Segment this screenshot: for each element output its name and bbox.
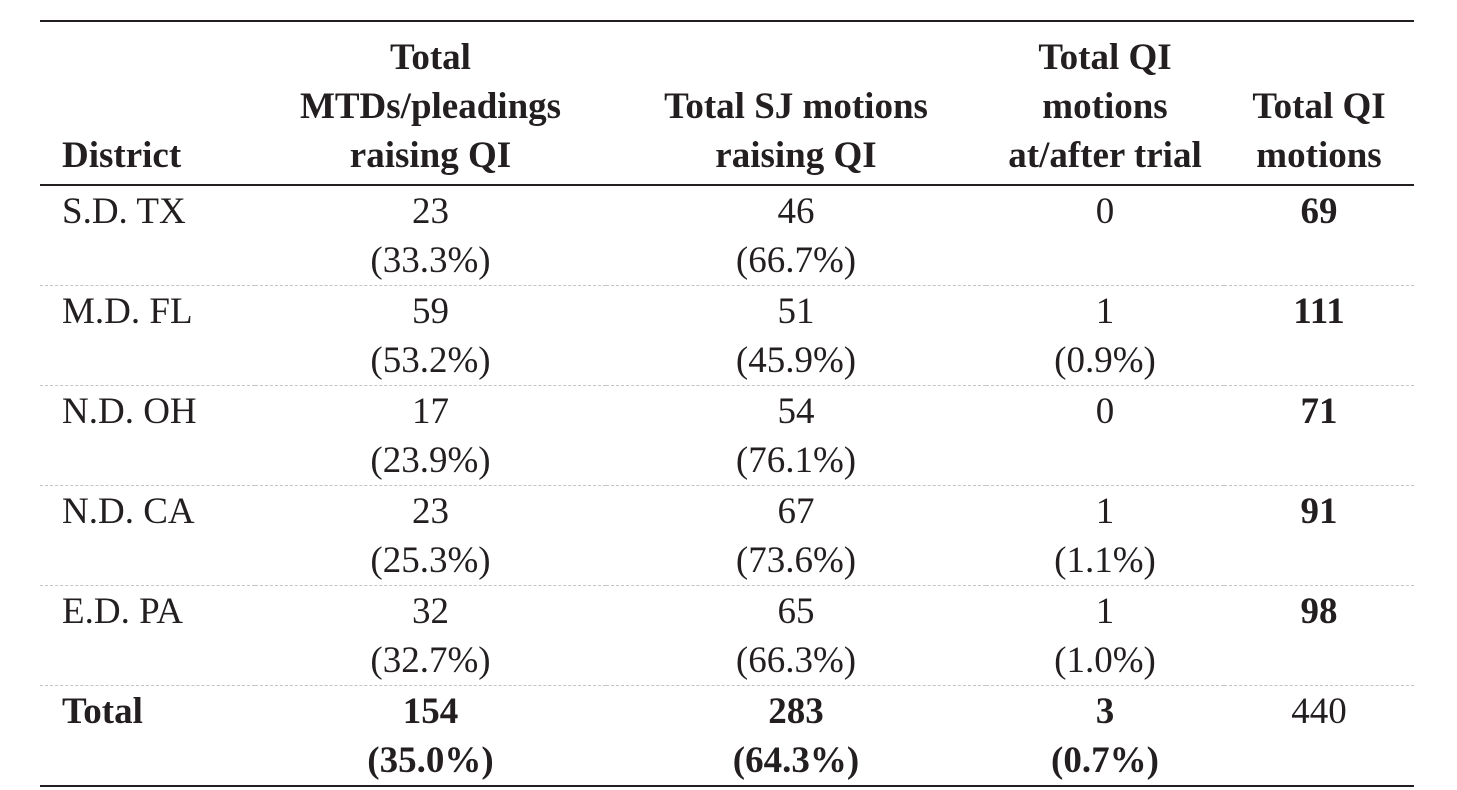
header-trial: Total QI motions at/after trial — [986, 21, 1224, 185]
header-row: District Total MTDs/pleadings raising QI… — [40, 21, 1414, 185]
header-mtd-line: Total — [390, 37, 471, 78]
header-trial-line: at/after trial — [1008, 135, 1202, 176]
sj-cell: 283 (64.3%) — [732, 691, 860, 781]
table-row: N.D. OH 17 (23.9%) 54 (76.1%) 0 71 — [40, 386, 1414, 486]
header-total-line: motions — [1256, 135, 1382, 176]
total-cell: 111 — [1293, 291, 1345, 332]
total-cell: 91 — [1300, 491, 1338, 532]
mtd-cell: 23 (33.3%) — [370, 191, 491, 281]
table-body: S.D. TX 23 (33.3%) 46 (66.7%) 0 69 M.D. FL… — [40, 185, 1414, 786]
district-cell: N.D. OH — [62, 391, 197, 432]
district-cell: N.D. CA — [62, 491, 195, 532]
district-cell: E.D. PA — [62, 591, 183, 632]
sj-cell: 46 (66.7%) — [735, 191, 857, 281]
trial-cell: 0 — [1095, 191, 1115, 232]
mtd-cell: 23 (25.3%) — [370, 491, 491, 581]
trial-cell: 1 (0.9%) — [1054, 291, 1156, 381]
total-cell: 71 — [1300, 391, 1338, 432]
total-cell: 440 — [1291, 691, 1347, 732]
mtd-cell: 154 (35.0%) — [367, 691, 494, 781]
table-row: E.D. PA 32 (32.7%) 65 (66.3%) 1 (1.0%) 98 — [40, 586, 1414, 686]
mtd-cell: 32 (32.7%) — [370, 591, 491, 681]
trial-cell: 0 — [1095, 391, 1115, 432]
trial-cell: 1 (1.0%) — [1054, 591, 1156, 681]
header-district: District — [62, 135, 182, 176]
district-cell: M.D. FL — [62, 291, 193, 332]
table-header: District Total MTDs/pleadings raising QI… — [40, 21, 1414, 185]
table-row: S.D. TX 23 (33.3%) 46 (66.7%) 0 69 — [40, 185, 1414, 286]
header-sj-line: Total SJ motions — [664, 86, 928, 127]
trial-cell: 3 (0.7%) — [1051, 691, 1159, 781]
header-mtd: Total MTDs/pleadings raising QI — [255, 21, 606, 185]
mtd-cell: 59 (53.2%) — [370, 291, 491, 381]
sj-cell: 67 (73.6%) — [735, 491, 857, 581]
header-mtd-line: MTDs/pleadings — [299, 86, 562, 127]
table-total-row: Total 154 (35.0%) 283 (64.3%) 3 (0.7%) 440 — [40, 686, 1414, 786]
total-cell: 69 — [1300, 191, 1338, 232]
header-total: Total QI motions — [1224, 21, 1414, 185]
header-sj: Total SJ motions raising QI — [606, 21, 986, 185]
sj-cell: 54 (76.1%) — [735, 391, 857, 481]
district-cell: Total — [62, 691, 143, 732]
header-total-line: Total QI — [1252, 86, 1386, 127]
trial-cell: 1 (1.1%) — [1054, 491, 1156, 581]
sj-cell: 65 (66.3%) — [735, 591, 857, 681]
table-row: N.D. CA 23 (25.3%) 67 (73.6%) 1 (1.1%) 91 — [40, 486, 1414, 586]
sj-cell: 51 (45.9%) — [735, 291, 857, 381]
total-cell: 98 — [1300, 591, 1338, 632]
header-mtd-line: raising QI — [349, 135, 512, 176]
qi-motions-table: District Total MTDs/pleadings raising QI… — [40, 20, 1414, 787]
header-trial-line: Total QI — [1038, 37, 1172, 78]
mtd-cell: 17 (23.9%) — [370, 391, 491, 481]
district-cell: S.D. TX — [62, 191, 186, 232]
header-sj-line: raising QI — [715, 135, 877, 176]
header-trial-line: motions — [1042, 86, 1168, 127]
table-row: M.D. FL 59 (53.2%) 51 (45.9%) 1 (0.9%) 111 — [40, 286, 1414, 386]
